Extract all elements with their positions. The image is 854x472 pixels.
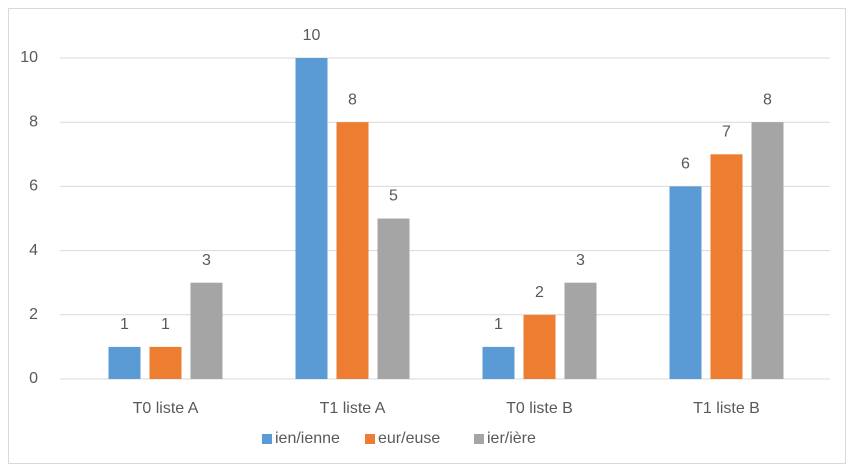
bar xyxy=(482,346,515,379)
bar xyxy=(710,154,743,379)
legend-label: eur/euse xyxy=(378,430,440,447)
bar xyxy=(149,346,182,379)
legend-swatch xyxy=(474,434,484,444)
data-label: 1 xyxy=(120,316,129,333)
x-tick-label: T1 liste A xyxy=(320,400,386,417)
legend-swatch xyxy=(365,434,375,444)
bar xyxy=(295,58,328,379)
data-label: 3 xyxy=(202,252,211,269)
data-label: 2 xyxy=(535,284,544,301)
y-tick-label: 10 xyxy=(20,49,38,66)
bar xyxy=(751,122,784,379)
y-tick-label: 6 xyxy=(29,178,38,195)
y-tick-label: 0 xyxy=(29,370,38,387)
x-tick-label: T0 liste B xyxy=(506,400,573,417)
data-label: 10 xyxy=(303,27,321,44)
legend-swatch xyxy=(262,434,272,444)
chart-border xyxy=(8,8,846,464)
y-tick-label: 2 xyxy=(29,306,38,323)
bar xyxy=(669,186,702,379)
data-label: 1 xyxy=(494,316,503,333)
bar xyxy=(190,282,223,379)
y-tick-label: 4 xyxy=(29,242,38,259)
bar xyxy=(523,314,556,379)
data-label: 3 xyxy=(576,252,585,269)
data-label: 8 xyxy=(348,91,357,108)
bar xyxy=(108,346,141,379)
data-label: 8 xyxy=(763,91,772,108)
data-label: 1 xyxy=(161,316,170,333)
x-tick-label: T1 liste B xyxy=(693,400,760,417)
bar xyxy=(336,122,369,379)
y-tick-label: 8 xyxy=(29,113,38,130)
legend-label: ien/ienne xyxy=(275,430,340,447)
legend-label: ier/ière xyxy=(487,430,536,447)
x-tick-label: T0 liste A xyxy=(133,400,199,417)
bar xyxy=(564,282,597,379)
data-label: 7 xyxy=(722,124,731,141)
data-label: 6 xyxy=(681,156,690,173)
bar xyxy=(377,218,410,379)
data-label: 5 xyxy=(389,188,398,205)
